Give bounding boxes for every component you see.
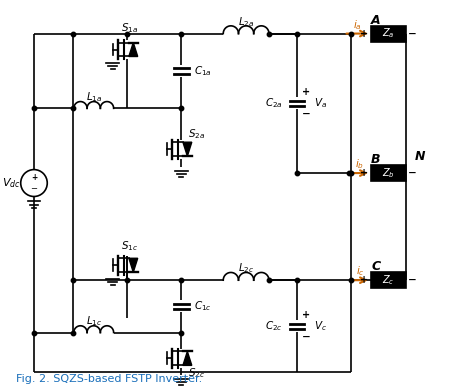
Text: $V_c$: $V_c$ bbox=[314, 319, 327, 333]
Text: −: − bbox=[301, 332, 310, 342]
Polygon shape bbox=[129, 258, 138, 272]
Text: $S_{2c}$: $S_{2c}$ bbox=[188, 366, 205, 380]
Text: $L_{2c}$: $L_{2c}$ bbox=[238, 262, 254, 275]
Text: −: − bbox=[408, 168, 417, 178]
Bar bbox=[371, 165, 406, 181]
Text: $i_a$: $i_a$ bbox=[352, 18, 361, 31]
Text: +: + bbox=[360, 29, 368, 38]
Text: $C_{2c}$: $C_{2c}$ bbox=[266, 319, 283, 333]
Text: $Z_a$: $Z_a$ bbox=[382, 27, 395, 40]
Text: $V_{dc}$: $V_{dc}$ bbox=[1, 176, 20, 190]
Text: $L_{1c}$: $L_{1c}$ bbox=[85, 315, 102, 328]
Text: $V_a$: $V_a$ bbox=[314, 97, 327, 110]
Bar bbox=[371, 26, 406, 42]
Text: +: + bbox=[360, 168, 368, 178]
Text: N: N bbox=[415, 151, 425, 163]
Text: $S_{2a}$: $S_{2a}$ bbox=[188, 127, 205, 141]
Text: +: + bbox=[302, 87, 310, 97]
Text: −: − bbox=[408, 29, 417, 38]
Text: $Z_b$: $Z_b$ bbox=[382, 166, 395, 180]
Text: $C_{1a}$: $C_{1a}$ bbox=[194, 64, 212, 78]
Text: +: + bbox=[302, 310, 310, 320]
Polygon shape bbox=[183, 142, 192, 156]
Polygon shape bbox=[129, 43, 138, 57]
Text: $S_{1c}$: $S_{1c}$ bbox=[121, 239, 138, 253]
Text: −: − bbox=[408, 275, 417, 285]
Text: A: A bbox=[371, 14, 380, 27]
Text: $C_{2a}$: $C_{2a}$ bbox=[266, 97, 283, 110]
Text: $L_{1a}$: $L_{1a}$ bbox=[85, 90, 102, 104]
Text: $S_{1a}$: $S_{1a}$ bbox=[121, 22, 138, 35]
Bar bbox=[371, 272, 406, 288]
Text: $L_{2a}$: $L_{2a}$ bbox=[238, 15, 254, 29]
Text: B: B bbox=[371, 153, 380, 166]
Text: $C_{1c}$: $C_{1c}$ bbox=[194, 300, 212, 313]
Text: Fig. 2. SQZS-based FSTP Inverter.: Fig. 2. SQZS-based FSTP Inverter. bbox=[16, 374, 202, 384]
Text: −: − bbox=[301, 109, 310, 119]
Polygon shape bbox=[183, 352, 192, 365]
Text: $i_c$: $i_c$ bbox=[355, 264, 364, 278]
Text: $Z_c$: $Z_c$ bbox=[382, 273, 395, 287]
Text: +: + bbox=[360, 275, 368, 285]
Text: −: − bbox=[30, 184, 38, 193]
Text: +: + bbox=[31, 173, 37, 182]
Text: $i_b$: $i_b$ bbox=[355, 157, 365, 171]
Text: C: C bbox=[371, 260, 380, 273]
